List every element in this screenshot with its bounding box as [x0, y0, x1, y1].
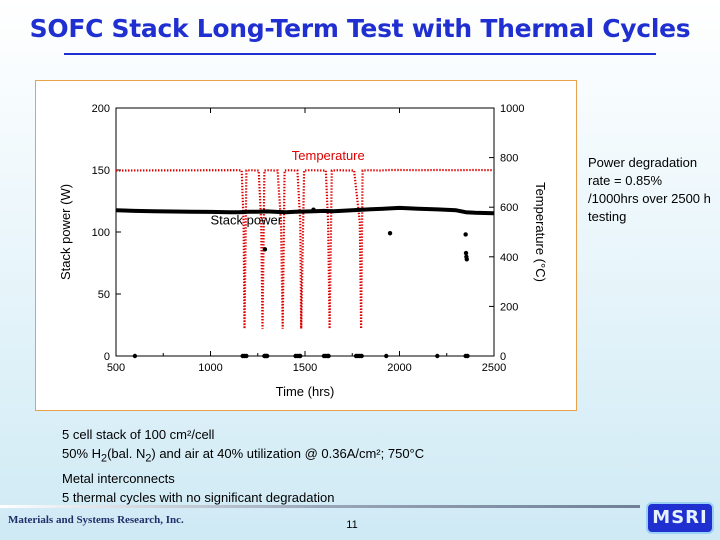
condition-line-4: 5 thermal cycles with no significant deg…	[62, 488, 582, 507]
stack-power-shutdown-point	[244, 353, 249, 359]
stack-power-outlier-point	[464, 257, 469, 262]
stack-power-shutdown-point	[435, 353, 440, 359]
stack-power-shutdown-point	[298, 353, 303, 359]
x-axis-label: Time (hrs)	[276, 384, 335, 399]
condition-line-1: 5 cell stack of 100 cm²/cell	[62, 425, 582, 444]
stack-power-shutdown-point	[132, 353, 138, 359]
y-left-tick-label: 150	[92, 165, 110, 177]
page-number: 11	[346, 519, 358, 531]
series-annotation-label: Stack power	[211, 213, 283, 228]
y-right-tick-label: 800	[500, 153, 518, 165]
stack-power-outlier-point	[387, 231, 393, 236]
condition-text: ) and air at 40% utilization @ 0.36A/cm²…	[151, 446, 425, 461]
y-right-tick-label: 1000	[500, 103, 524, 115]
y-right-tick-label: 400	[500, 252, 518, 264]
slide-title: SOFC Stack Long-Term Test with Thermal C…	[29, 14, 691, 43]
subscript: 2	[145, 452, 152, 465]
msri-logo: MSRI	[646, 502, 714, 534]
stack-power-shutdown-point	[384, 353, 389, 359]
stack-power-shutdown-point	[465, 353, 470, 359]
stack-power-outlier-point	[463, 232, 468, 237]
degradation-note: Power degradation rate = 0.85% /1000hrs …	[588, 155, 711, 224]
y-right-axis-label: Temperature (°C)	[533, 182, 548, 282]
y-right-tick-label: 600	[500, 202, 518, 214]
stack-power-shutdown-point	[265, 353, 270, 359]
stack-power-outlier-point	[262, 247, 268, 252]
condition-text: (bal. N	[107, 446, 146, 461]
x-tick-label: 2000	[387, 362, 411, 374]
y-right-tick-label: 0	[500, 351, 506, 363]
x-tick-label: 1000	[198, 362, 222, 374]
y-left-tick-label: 100	[92, 227, 110, 239]
condition-line-2: 50% H2(bal. N2) and air at 40% utilizati…	[62, 444, 582, 469]
y-right-tick-label: 200	[500, 301, 518, 313]
company-name: Materials and Systems Research, Inc.	[8, 514, 184, 526]
temperature-series-line	[115, 168, 495, 329]
condition-text: Metal interconnects	[62, 470, 175, 486]
x-tick-label: 500	[107, 362, 125, 374]
y-left-tick-label: 50	[98, 289, 110, 301]
condition-text: 5 thermal cycles with no significant deg…	[62, 489, 335, 505]
plot-area	[115, 107, 495, 357]
stack-power-series-line	[115, 205, 495, 216]
condition-text: 50% H	[62, 446, 102, 461]
chart-frame: 500 1000 1500 2000 2500 0 50 100 150 200 0 200 400 60…	[35, 80, 577, 411]
subscript: 2	[101, 452, 108, 465]
condition-text: 5 cell stack of 100 cm²/cell	[62, 427, 215, 442]
series-annotation-label: Temperature	[292, 148, 365, 163]
stack-test-chart: 500 1000 1500 2000 2500050100150200020040060…	[58, 103, 548, 399]
y-left-tick-label: 200	[92, 103, 110, 115]
x-tick-label: 2500	[482, 362, 506, 374]
x-tick-label: 1500	[293, 362, 317, 374]
y-left-axis-label: Stack power (W)	[58, 184, 73, 280]
title-underline	[64, 53, 656, 55]
y-left-tick-label: 0	[104, 351, 110, 363]
stack-power-shutdown-point	[359, 353, 364, 359]
stack-power-outlier-point	[311, 207, 316, 212]
stack-power-shutdown-point	[326, 353, 331, 359]
footer-divider	[0, 505, 640, 508]
test-conditions-list: 5 cell stack of 100 cm²/cell 50% H2(bal.…	[62, 425, 582, 507]
condition-line-3: Metal interconnects	[62, 469, 582, 488]
stack-power-outlier-point	[463, 250, 469, 256]
